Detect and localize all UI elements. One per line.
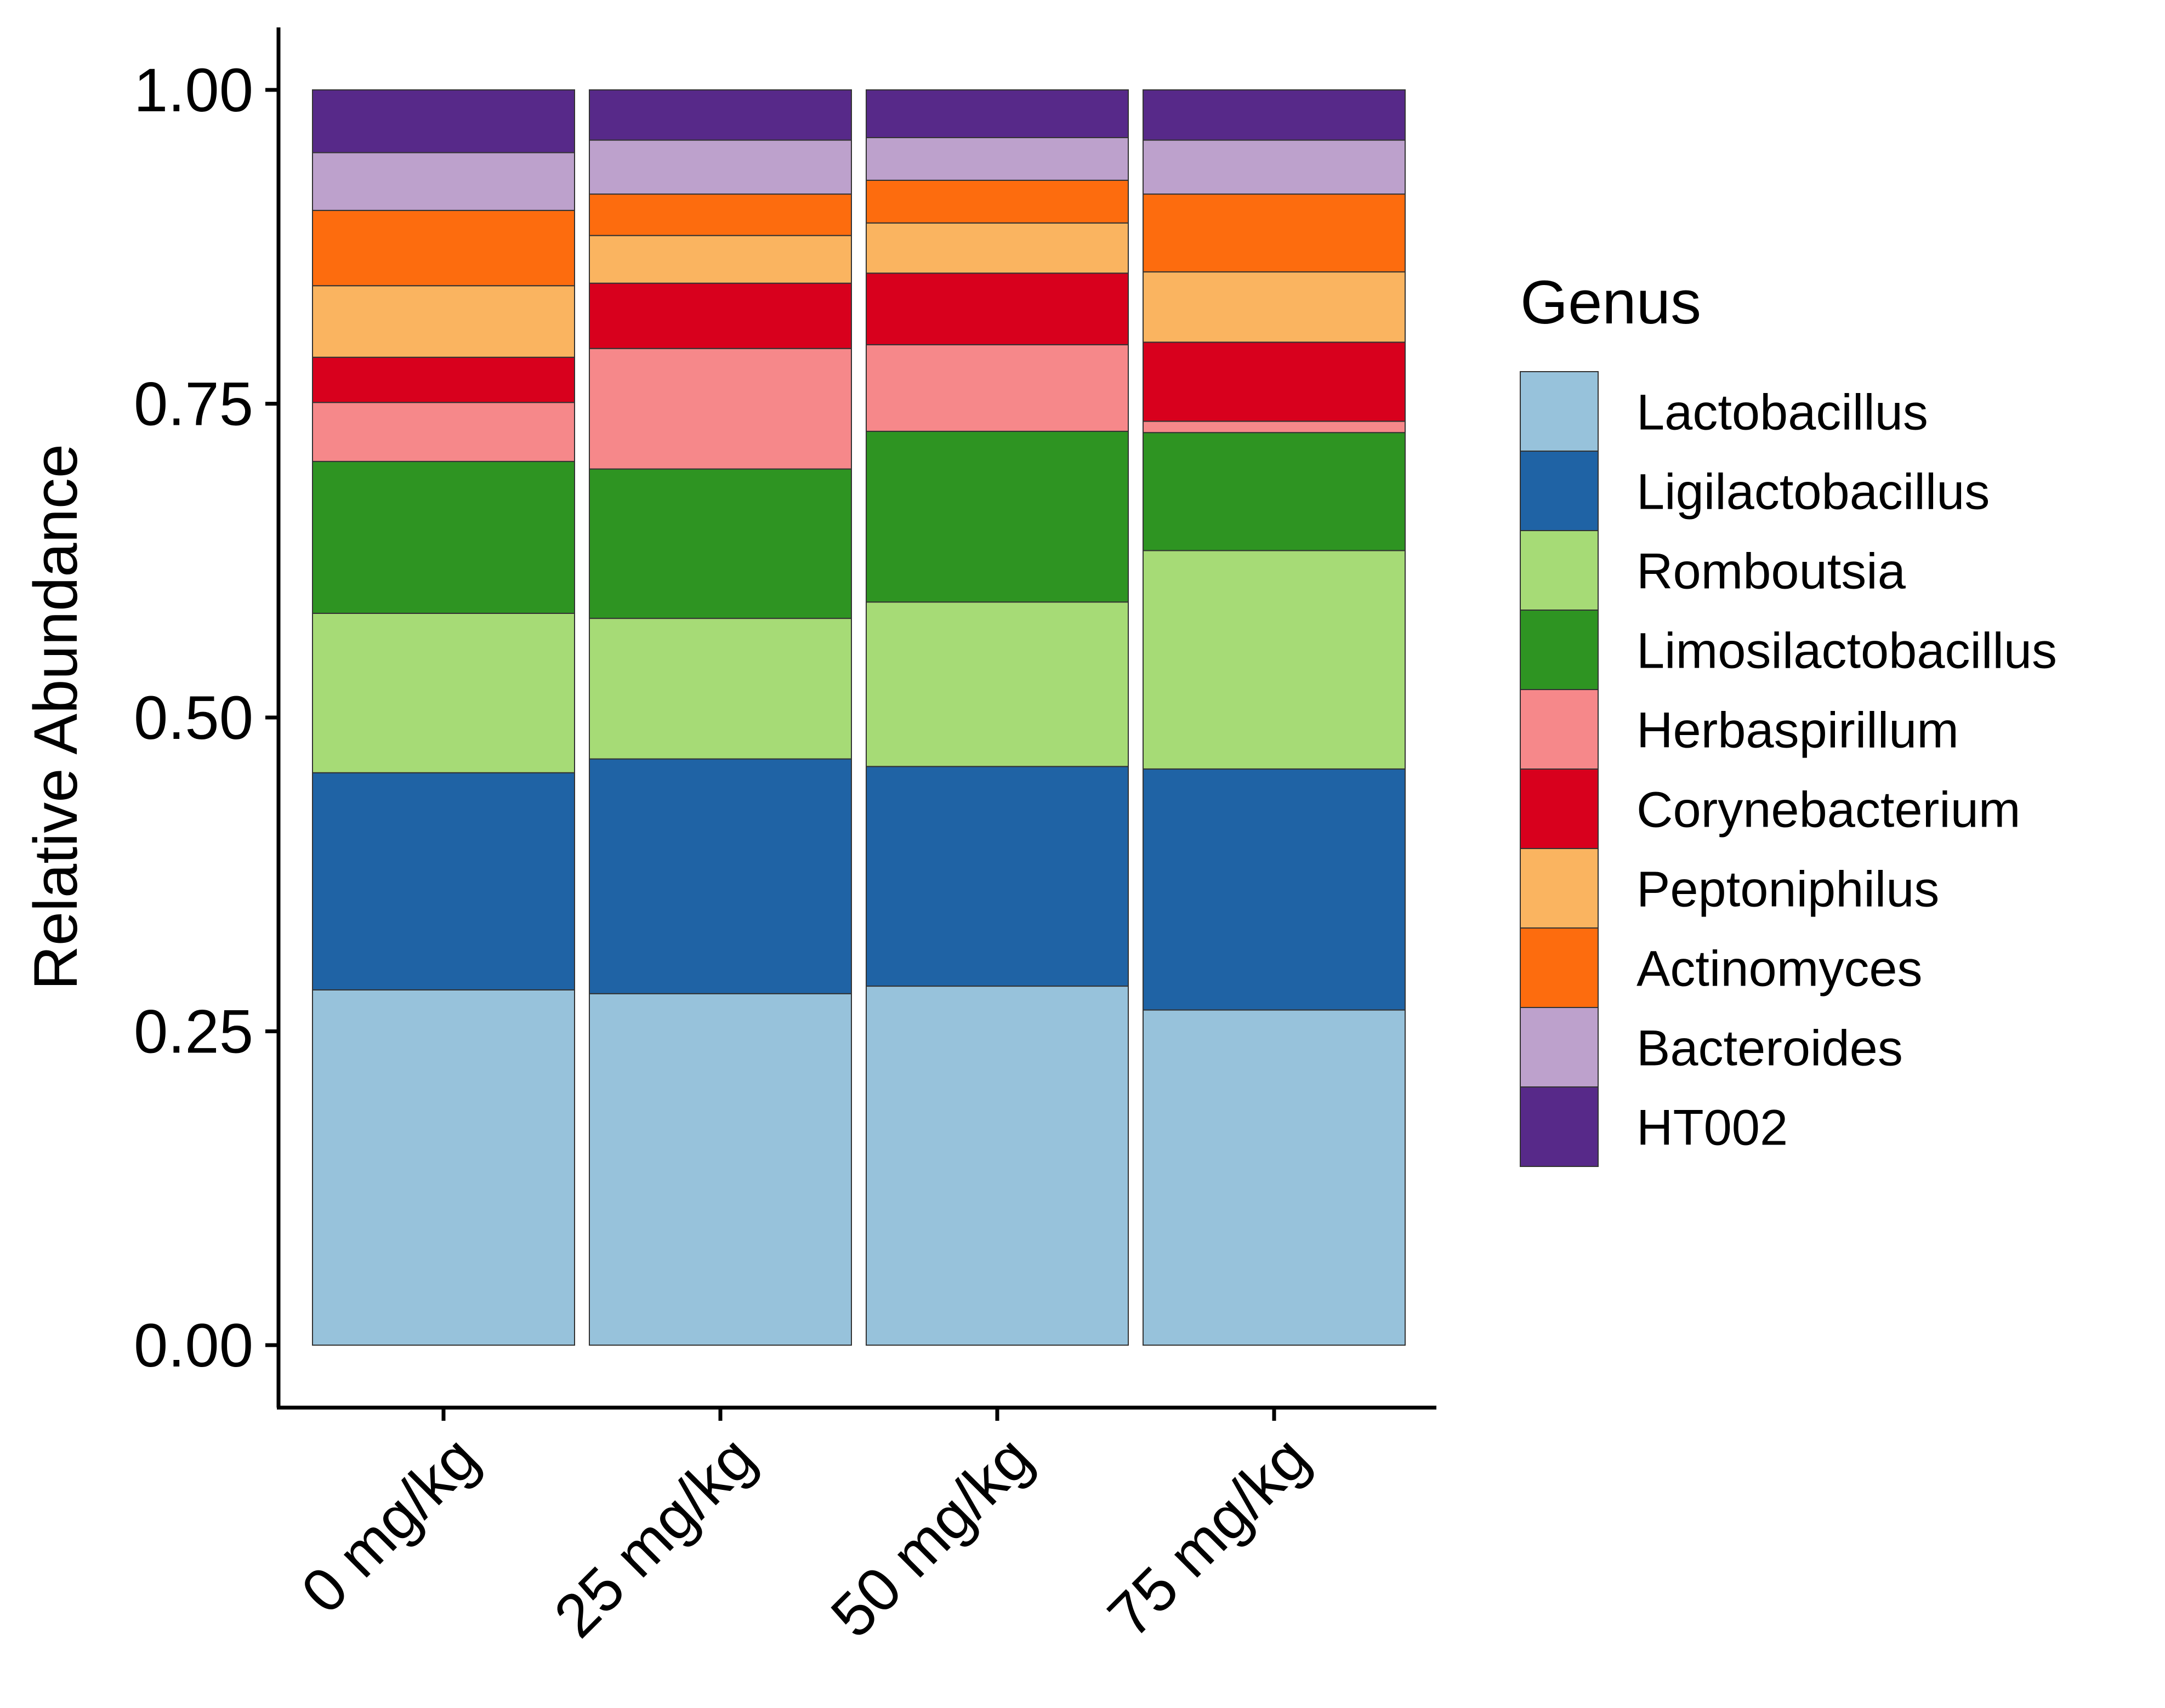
legend-swatch [1520,768,1599,849]
y-ticks: 0.00 0.25 0.50 0.75 1.00 [134,56,279,1380]
legend-swatch [1520,848,1599,929]
bar-segment [589,89,852,141]
bar-segment [312,89,575,153]
y-tick-label: 0.00 [134,1311,253,1380]
y-axis-title: Relative Abundance [21,444,90,990]
bar-segment [312,152,575,211]
bar-segment [589,348,852,470]
bar-segment [312,989,575,1346]
legend-label: Bacteroides [1636,1021,1903,1077]
bar-segment [589,468,852,619]
bar-segment [866,986,1129,1346]
bar-segment [589,758,852,994]
x-tick-label: 25 mg/kg [541,1424,768,1650]
legend-label: Actinomyces [1636,941,1923,997]
legend-label: Limosilactobacillus [1636,623,2057,679]
legend-title: Genus [1520,268,1701,337]
legend-swatch [1520,1086,1599,1167]
legend-label: Peptoniphilus [1636,862,1939,918]
bar-segment [312,356,575,403]
bar-segment [589,139,852,195]
bar-segment [1143,271,1406,343]
legend-label: Ligilactobacillus [1636,464,1990,520]
bar-segment [589,235,852,284]
legend-label: Lactobacillus [1636,385,1928,441]
y-tick-label: 0.50 [134,684,253,752]
bar-segment [589,193,852,236]
legend-swatch [1520,689,1599,770]
legend-label: Herbaspirillum [1636,703,1959,759]
bar-segment [1143,550,1406,770]
bar-segment [866,601,1129,767]
x-ticks: 0 mg/kg 25 mg/kg 50 mg/kg 75 mg/kg [288,1408,1322,1650]
x-tick-label: 50 mg/kg [818,1424,1045,1650]
bar-segment [866,89,1129,139]
bar-segment [866,272,1129,345]
bar-segment [312,402,575,462]
bar-segment [1143,420,1406,434]
bar-segment [866,222,1129,274]
bar-segment [1143,768,1406,1011]
bar-segment [312,612,575,773]
bar-segment [1143,89,1406,141]
bar-segment [589,282,852,349]
bar-segment [312,209,575,287]
bar-segment [866,137,1129,181]
legend-swatch [1520,451,1599,531]
bar-segment [589,993,852,1346]
bar-segment [866,766,1129,987]
bar-segment [312,772,575,990]
legend-label: Romboutsia [1636,544,1906,600]
bar-segment [1143,432,1406,551]
bar-segment [312,460,575,614]
legend-swatch [1520,610,1599,690]
bar-segment [866,344,1129,432]
legend-swatch [1520,927,1599,1008]
bar-segment [866,179,1129,224]
x-tick-label: 75 mg/kg [1095,1424,1322,1650]
legend-swatch [1520,530,1599,611]
legend-swatch [1520,371,1599,452]
legend: Genus Lactobacillus Ligilactobacillus Romb… [1520,268,2057,1167]
legend-label: Corynebacterium [1636,782,2021,838]
bar-segment [589,618,852,760]
bar-segment [1143,341,1406,422]
legend-swatch [1520,1007,1599,1088]
y-tick-label: 1.00 [134,56,253,124]
x-tick-label: 0 mg/kg [288,1424,491,1626]
bar-segment [312,285,575,358]
bar-segment [866,430,1129,603]
y-tick-label: 0.75 [134,370,253,439]
legend-label: HT002 [1636,1100,1788,1156]
bar-segment [1143,139,1406,195]
bars-layer [312,89,1406,1346]
bar-segment [1143,193,1406,273]
bar-segment [1143,1009,1406,1346]
y-tick-label: 0.25 [134,998,253,1066]
